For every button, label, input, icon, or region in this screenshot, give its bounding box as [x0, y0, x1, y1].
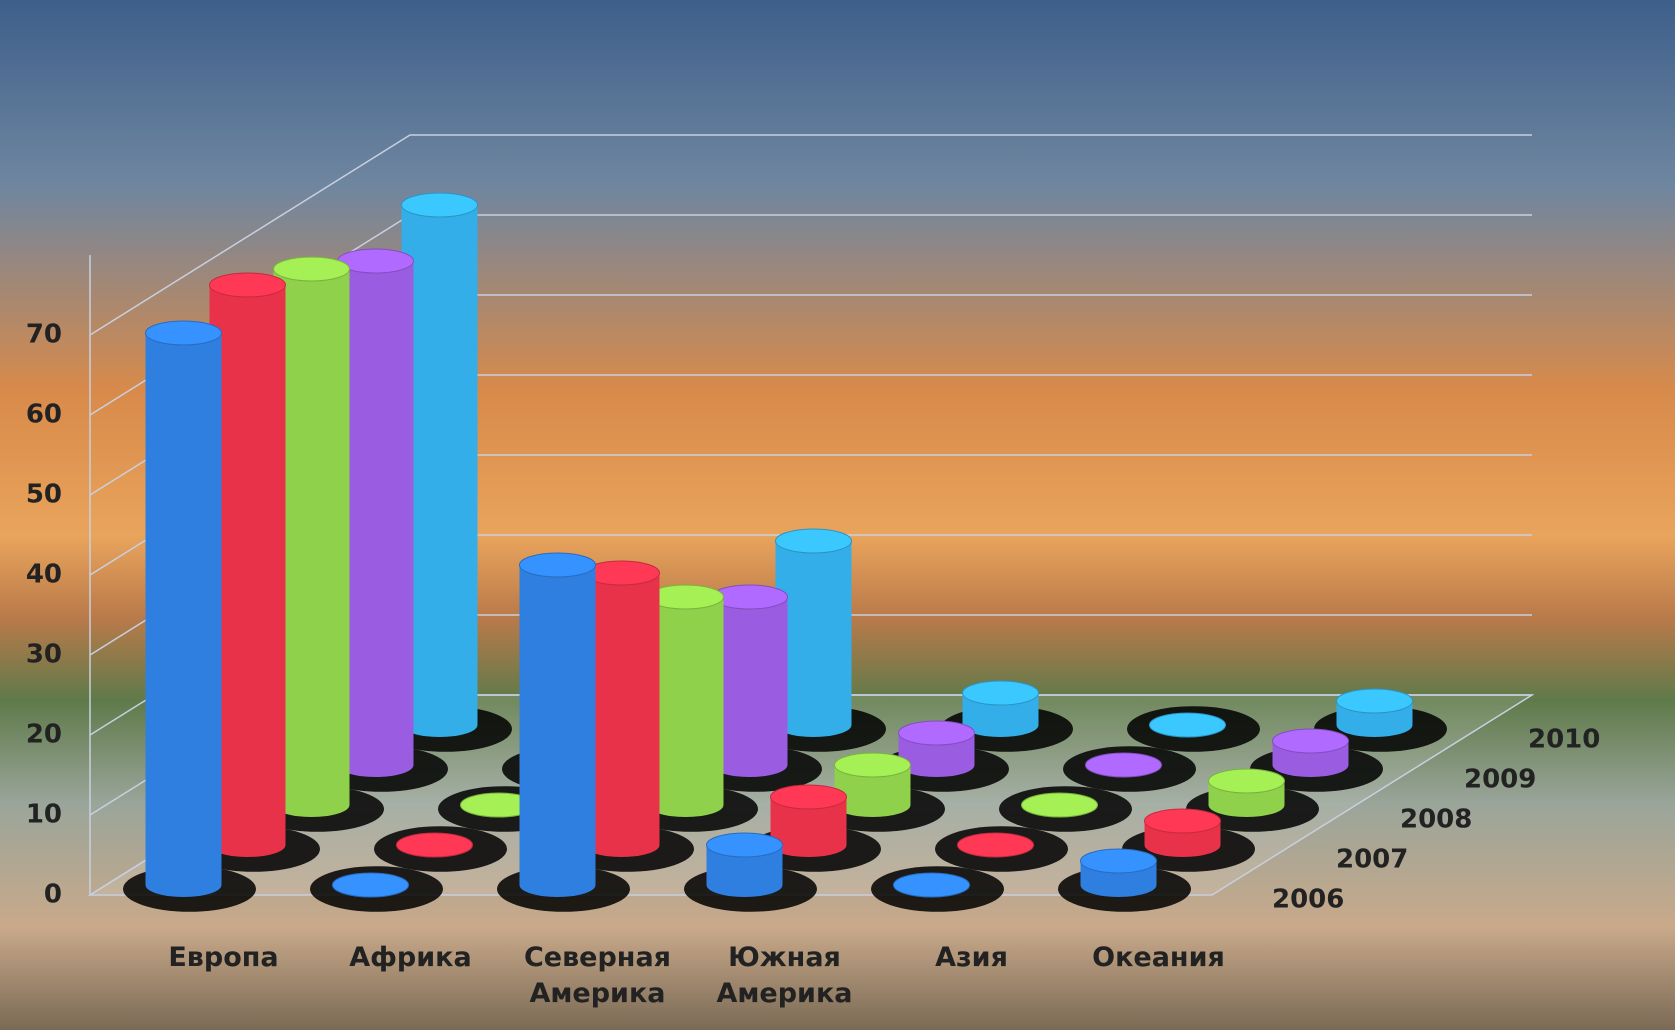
cylinder-body [583, 573, 660, 845]
cylinder-bottom [401, 713, 478, 737]
cylinder-top [209, 272, 286, 298]
cylinder-bottom [1272, 753, 1349, 777]
y-tick-label: 10 [26, 800, 62, 830]
cylinder-bottom [1208, 793, 1285, 817]
y-tick-label: 40 [26, 560, 62, 590]
cylinder-body [401, 205, 478, 725]
series-label: 2007 [1336, 845, 1408, 875]
cylinder-bottom [962, 713, 1039, 737]
cylinder-top [957, 832, 1034, 858]
cylinder-top [1336, 688, 1413, 714]
x-tick-label: Северная Америка [523, 942, 672, 1009]
cylinder-body [273, 269, 350, 805]
y-tick-label: 0 [44, 880, 62, 910]
cylinder-bottom [647, 793, 724, 817]
series-label: 2008 [1400, 805, 1472, 835]
x-tick-label: Южная Америка [716, 942, 853, 1009]
series-label: 2006 [1272, 885, 1344, 915]
cylinder-top [396, 832, 473, 858]
cylinder-top [706, 832, 783, 858]
cylinder-top [1080, 848, 1157, 874]
cylinder-body [519, 565, 596, 885]
cylinder-top [145, 320, 222, 346]
cylinder-top [834, 752, 911, 778]
cylinder-bottom [1080, 873, 1157, 897]
series-label: 2009 [1464, 765, 1536, 795]
y-tick-label: 30 [26, 640, 62, 670]
series-label: 2010 [1528, 725, 1600, 755]
cylinder-body [209, 285, 286, 845]
cylinder-top [1208, 768, 1285, 794]
cylinder-top [893, 872, 970, 898]
cylinder-body [337, 261, 414, 765]
cylinder-bottom [273, 793, 350, 817]
cylinder-top [770, 784, 847, 810]
cylinder-bottom [209, 833, 286, 857]
cylinder-top [1085, 752, 1162, 778]
y-tick-label: 50 [26, 480, 62, 510]
cylinder-top [401, 192, 478, 218]
x-tick-label: Европа [168, 942, 279, 973]
cylinder-bottom [706, 873, 783, 897]
cylinder-body [775, 541, 852, 725]
grid-line [89, 134, 1532, 336]
cylinder-top [775, 528, 852, 554]
cylinder-body [145, 333, 222, 885]
cylinder-bottom [834, 793, 911, 817]
cylinder-body [647, 597, 724, 805]
cylinder-bottom [898, 753, 975, 777]
y-tick-label: 70 [26, 320, 62, 350]
cylinder-bottom [770, 833, 847, 857]
y-tick-label: 20 [26, 720, 62, 750]
cylinder-top [1144, 808, 1221, 834]
cylinder-bottom [1144, 833, 1221, 857]
cylinder-bottom [583, 833, 660, 857]
cylinder-body [711, 597, 788, 765]
y-tick-label: 60 [26, 400, 62, 430]
cylinder-top [1021, 792, 1098, 818]
cylinder-top [519, 552, 596, 578]
cylinder-bottom [1336, 713, 1413, 737]
cylinder-bottom [775, 713, 852, 737]
cylinder-bottom [337, 753, 414, 777]
cylinder-top [1272, 728, 1349, 754]
cylinder-top [332, 872, 409, 898]
cylinder-top [273, 256, 350, 282]
cylinder-top [898, 720, 975, 746]
cylinder-bottom [145, 873, 222, 897]
x-tick-label: Азия [935, 942, 1008, 973]
cylinder-bottom [519, 873, 596, 897]
cylinder-top [1149, 712, 1226, 738]
cylinder-bottom [711, 753, 788, 777]
x-tick-label: Океания [1092, 942, 1225, 973]
cylinder-top [962, 680, 1039, 706]
x-tick-label: Африка [349, 942, 472, 973]
